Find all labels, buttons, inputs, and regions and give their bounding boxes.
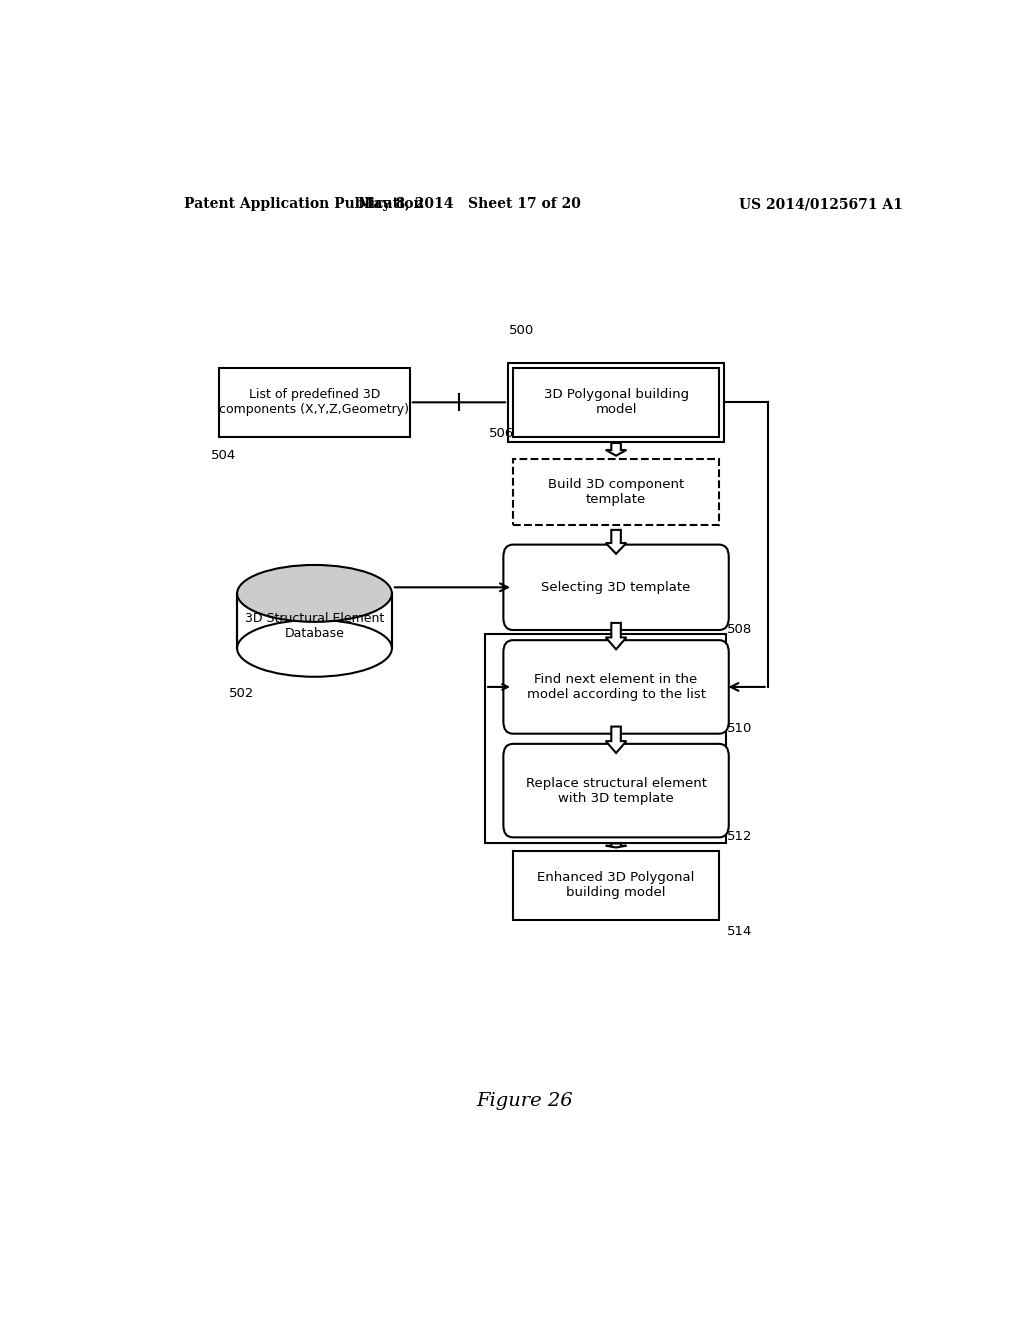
- FancyBboxPatch shape: [513, 850, 719, 920]
- Ellipse shape: [238, 565, 392, 622]
- FancyBboxPatch shape: [219, 368, 410, 437]
- Text: 3D Structural Element
Database: 3D Structural Element Database: [245, 612, 384, 640]
- FancyBboxPatch shape: [504, 744, 729, 837]
- Bar: [238, 594, 392, 648]
- Polygon shape: [606, 843, 627, 847]
- Text: Enhanced 3D Polygonal
building model: Enhanced 3D Polygonal building model: [538, 871, 694, 899]
- Polygon shape: [606, 726, 627, 752]
- Text: Figure 26: Figure 26: [476, 1092, 573, 1110]
- Text: 508: 508: [727, 623, 753, 636]
- Polygon shape: [606, 529, 627, 554]
- Bar: [485, 634, 726, 843]
- FancyBboxPatch shape: [513, 459, 719, 525]
- Text: List of predefined 3D
components (X,Y,Z,Geometry): List of predefined 3D components (X,Y,Z,…: [219, 388, 410, 416]
- Text: Build 3D component
template: Build 3D component template: [548, 478, 684, 506]
- Text: Selecting 3D template: Selecting 3D template: [542, 581, 691, 594]
- Text: Patent Application Publication: Patent Application Publication: [183, 197, 423, 211]
- Text: 502: 502: [229, 686, 255, 700]
- Polygon shape: [606, 623, 627, 649]
- Text: 3D Polygonal building
model: 3D Polygonal building model: [544, 388, 688, 416]
- Text: Find next element in the
model according to the list: Find next element in the model according…: [526, 673, 706, 701]
- Text: US 2014/0125671 A1: US 2014/0125671 A1: [739, 197, 903, 211]
- Text: 512: 512: [727, 830, 753, 843]
- Text: 504: 504: [211, 449, 237, 462]
- Polygon shape: [606, 444, 627, 455]
- Text: May 8, 2014   Sheet 17 of 20: May 8, 2014 Sheet 17 of 20: [357, 197, 581, 211]
- Ellipse shape: [238, 620, 392, 677]
- Text: 514: 514: [727, 925, 753, 937]
- Text: 506: 506: [489, 428, 514, 441]
- Text: Replace structural element
with 3D template: Replace structural element with 3D templ…: [525, 776, 707, 805]
- FancyBboxPatch shape: [504, 545, 729, 630]
- Text: 510: 510: [727, 722, 753, 735]
- Text: 500: 500: [509, 325, 535, 338]
- FancyBboxPatch shape: [508, 363, 724, 442]
- FancyBboxPatch shape: [504, 640, 729, 734]
- FancyBboxPatch shape: [513, 368, 719, 437]
